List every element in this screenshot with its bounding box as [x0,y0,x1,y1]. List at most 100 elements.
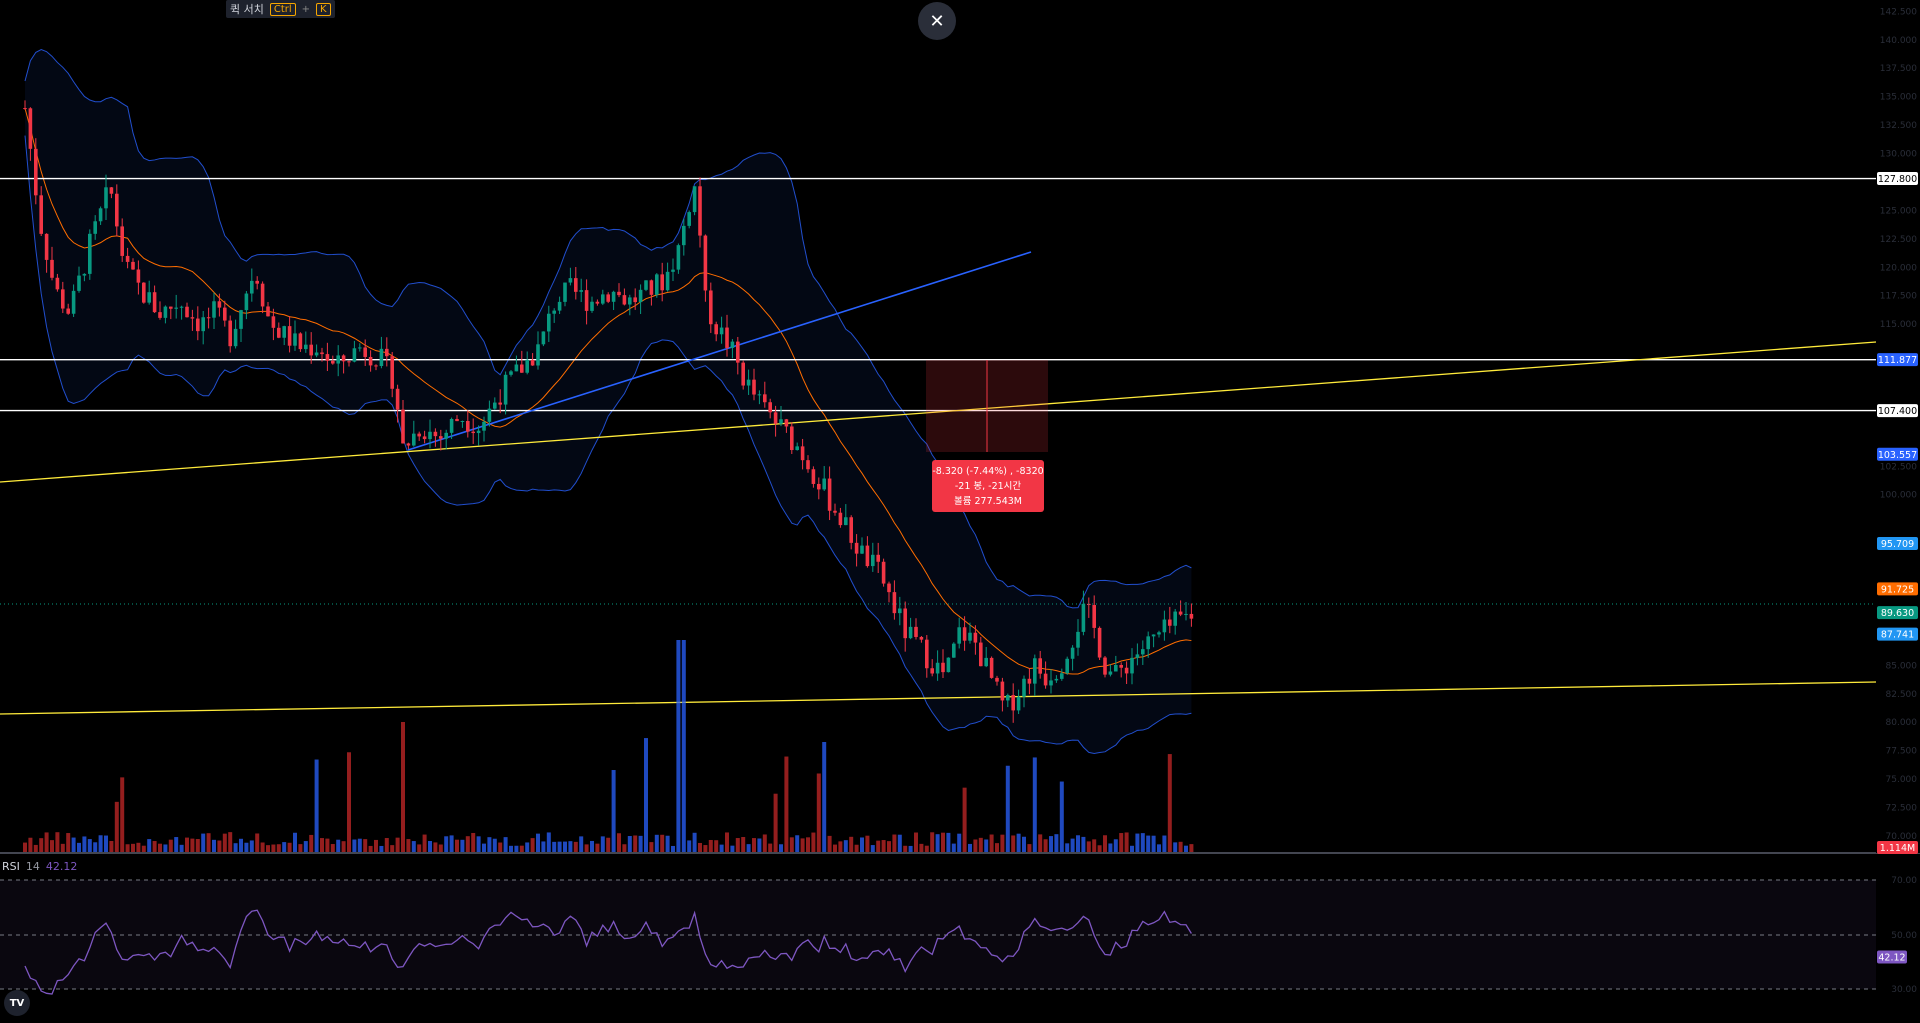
price-axis-tick: 75.000 [1886,775,1918,785]
volume-bar [638,835,643,852]
candle-body [374,365,378,367]
price-marker-label: 89.630 [1881,608,1914,619]
volume-series [23,640,1194,852]
volume-bar [633,835,638,852]
tooltip-volume: 볼륨 277.543M [954,496,1022,507]
candle-body [147,292,151,303]
price-marker [1877,447,1918,461]
volume-bar [44,832,49,852]
yellow-trendline-lower[interactable] [0,681,1877,715]
candle-body [973,632,978,643]
volume-bar [104,835,108,852]
candle-body [449,418,454,433]
candle-body [212,301,216,318]
volume-bar [854,844,859,852]
price-axis-tick: 140.000 [1880,36,1917,46]
volume-bar [244,842,249,852]
candle-body [131,261,135,270]
close-button[interactable]: ✕ [918,2,956,40]
volume-bar [892,834,897,852]
bollinger-fill [25,49,1192,754]
volume-bar [276,844,281,852]
volume-bar [773,793,778,852]
horizontal-lines[interactable] [0,177,1876,412]
candle-body [709,290,713,325]
volume-bar [1032,757,1037,852]
price-range-measure[interactable] [926,360,1048,452]
candle-body [1168,619,1172,626]
candle-body [314,352,319,356]
volume-bar [530,838,535,852]
volume-bar [455,839,459,852]
candle-body [34,148,38,196]
candle-body [606,294,610,302]
candle-body [282,326,286,338]
candle-body [352,348,357,362]
candle-body [736,341,740,363]
candle-body [903,608,907,639]
candle-body [763,394,767,403]
volume-bar [287,842,292,852]
candle-body [358,347,362,349]
volume-bar [919,843,924,852]
candle-body [401,409,405,444]
trend-lines[interactable] [0,251,1877,715]
volume-bar [1005,765,1010,852]
candle-body [61,289,65,309]
yellow-trendline-upper[interactable] [0,341,1877,483]
volume-bar [476,836,481,852]
volume-bar [330,844,335,852]
rsi-marker-label: 42.12 [1878,953,1905,964]
candle-body [395,388,400,410]
candle-body [590,301,594,311]
candle-body [1119,664,1123,668]
quick-search[interactable]: 퀵 서치 Ctrl + K [226,0,335,18]
tooltip-bars: -21 봉, -21시간 [955,481,1022,492]
candle-body [520,364,524,373]
volume-bar [849,836,854,852]
price-axis-tick: 115.000 [1880,320,1917,330]
quick-search-label[interactable]: 퀵 서치 [230,3,264,16]
candle-body [1038,658,1042,674]
candle-body [741,362,745,386]
tradingview-logo-icon[interactable]: TV [4,990,30,1016]
volume-bar [1049,836,1053,852]
price-axis-tick: 130.000 [1880,150,1917,160]
candle-body [293,333,297,346]
rsi-axis-tick: 30.00 [1891,985,1917,995]
candle-body [82,273,87,276]
candle-body [1027,678,1032,684]
candle-body [185,306,189,318]
candle-body [196,318,200,332]
candle-body [541,331,546,345]
candle-body [611,291,616,302]
volume-bar [66,833,71,852]
candle-body [595,301,600,304]
candle-body [476,430,481,434]
candle-body [584,290,589,311]
price-axis-tick: 72.500 [1886,804,1918,814]
blue-trendline[interactable] [407,251,1032,451]
volume-bar [768,843,773,852]
rsi-legend[interactable]: RSI 14 42.12 [2,860,77,873]
volume-bar [179,844,184,852]
volume-bar [827,835,832,852]
candle-body [628,297,632,305]
volume-bar [325,838,330,852]
volume-bar [870,845,875,852]
price-marker [1877,404,1918,418]
volume-bar [1016,833,1021,852]
rsi-line [24,909,1192,995]
candle-body [1081,603,1086,632]
volume-bar [1011,835,1016,852]
volume-bar [833,844,837,852]
bollinger-lower [24,135,1192,755]
candle-body [995,677,999,682]
rsi-marker [1877,950,1907,964]
price-axis[interactable]: 142.500 140.000 137.500 135.000 132.500 130.0… [1876,0,1920,995]
volume-bar [212,839,216,852]
volume-bar [995,843,999,852]
candle-body [660,274,664,291]
volume-bar [557,841,562,852]
